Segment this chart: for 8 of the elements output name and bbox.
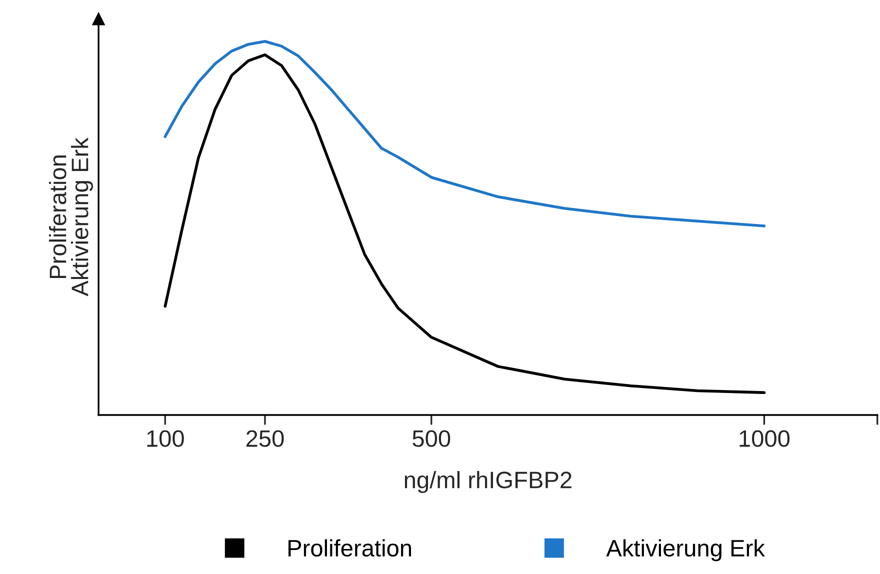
x-tick-label: 250: [246, 430, 284, 447]
x-tick-label: 100: [147, 430, 184, 447]
x-tick-label: 500: [412, 430, 450, 447]
y-axis-title: Proliferation Aktivierung Erk: [48, 138, 94, 296]
legend-label: Aktivierung Erk: [606, 539, 765, 562]
legend-label: Proliferation: [288, 539, 412, 557]
x-tick-label: 1000: [740, 430, 790, 447]
x-axis-title: ng/ml rhIGFBP2: [404, 471, 572, 494]
